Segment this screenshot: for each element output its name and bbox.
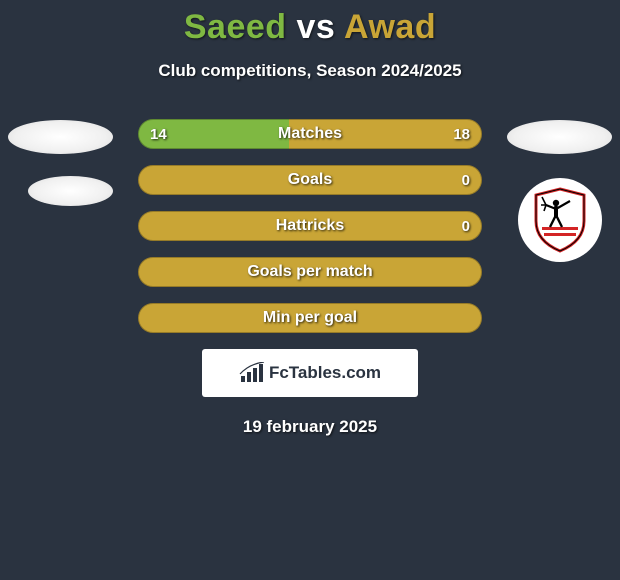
vs-label: vs: [297, 8, 336, 46]
player1-name: Saeed: [184, 8, 287, 46]
player2-club-crest: [518, 178, 602, 262]
stat-bar-row: Hattricks0: [138, 211, 482, 241]
bar-value-right: 18: [453, 119, 470, 149]
player2-badge-top: [507, 120, 612, 154]
bar-label: Matches: [138, 119, 482, 149]
player2-name: Awad: [344, 8, 436, 46]
player1-badge-top: [8, 120, 113, 154]
date-label: 19 february 2025: [0, 417, 620, 437]
stat-bars: Matches1418Goals0Hattricks0Goals per mat…: [138, 119, 482, 333]
stat-bar-row: Matches14 18: [138, 119, 482, 149]
bar-label: Goals per match: [138, 257, 482, 287]
bar-value-right: 0: [462, 211, 470, 241]
stat-bar-row: Goals0: [138, 165, 482, 195]
player1-badge-bottom: [28, 176, 113, 206]
bar-value-left: 14: [150, 119, 167, 149]
bar-value-right: 0: [462, 165, 470, 195]
stat-bar-row: Min per goal: [138, 303, 482, 333]
subtitle: Club competitions, Season 2024/2025: [0, 61, 620, 81]
shield-icon: [532, 187, 588, 253]
bar-label: Goals: [138, 165, 482, 195]
bar-label: Min per goal: [138, 303, 482, 333]
comparison-title: Saeed vs Awad: [0, 0, 620, 47]
watermark: FcTables.com: [202, 349, 418, 397]
bar-label: Hattricks: [138, 211, 482, 241]
stat-bar-row: Goals per match: [138, 257, 482, 287]
watermark-text: FcTables.com: [269, 363, 381, 383]
bar-chart-icon: [239, 362, 265, 384]
